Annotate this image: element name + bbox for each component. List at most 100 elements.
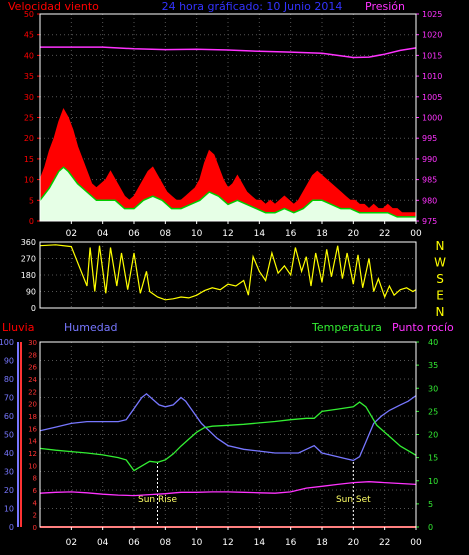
chart-title: 24 hora gráficado: 10 Junio 2014 — [162, 0, 343, 13]
wind-ytick-label: 0 — [29, 217, 34, 226]
humidity-xtick-label: 18 — [316, 538, 328, 548]
wind-average-line — [39, 166, 416, 218]
wind-axis-title: Velocidad viento — [8, 0, 99, 13]
humidity-ytick-label: 30 — [4, 468, 14, 477]
wind-xtick-label: 16 — [285, 229, 297, 239]
wind-xtick-label: 06 — [128, 229, 140, 239]
wind-average-fill — [40, 167, 416, 221]
humidity-ytick-label: 70 — [4, 394, 14, 403]
rain-axis-title: Lluvia — [2, 321, 34, 334]
wind-ytick-label: 10 — [24, 176, 34, 185]
direction-compass-label: W — [434, 256, 446, 270]
direction-ytick-label: 270 — [21, 255, 36, 264]
direction-ytick-label: 180 — [21, 271, 36, 280]
wind-ytick-label: 35 — [24, 72, 34, 81]
humidity-ytick-label: 100 — [0, 338, 14, 347]
wind-ytick-label: 20 — [24, 134, 34, 143]
temperature-axis-title: Temperatura — [311, 321, 382, 334]
wind-xtick-label: 02 — [66, 229, 77, 239]
humidity-xtick-label: 10 — [191, 538, 203, 548]
pressure-ytick-label: 1000 — [422, 114, 442, 123]
wind-ytick-label: 40 — [24, 51, 34, 60]
wind-xtick-label: 00 — [410, 229, 422, 239]
humidity-xtick-label: 20 — [348, 538, 360, 548]
rain-ytick-label: 14 — [28, 438, 37, 446]
pressure-axis-title: Presión — [365, 0, 405, 13]
pressure-ytick-label: 1010 — [422, 72, 442, 81]
wind-ytick-label: 50 — [24, 10, 34, 19]
temp-ytick-label: 10 — [428, 477, 438, 486]
pressure-ytick-label: 1020 — [422, 31, 442, 40]
direction-ytick-label: 0 — [31, 304, 36, 313]
wind-xtick-label: 08 — [160, 229, 172, 239]
direction-compass-label: N — [436, 239, 445, 253]
temp-ytick-label: 30 — [428, 384, 438, 393]
rain-ytick-label: 12 — [28, 450, 37, 458]
wind-xtick-label: 18 — [316, 229, 328, 239]
rain-ytick-label: 30 — [28, 339, 37, 347]
humidity-axis-title: Humedad — [64, 321, 117, 334]
rain-ytick-label: 28 — [28, 351, 37, 359]
rain-ytick-label: 4 — [33, 499, 38, 507]
wind-ytick-label: 15 — [24, 155, 34, 164]
wind-direction-line — [39, 244, 417, 301]
pressure-ytick-label: 975 — [422, 217, 437, 226]
pressure-line — [40, 46, 417, 59]
rain-ytick-label: 6 — [33, 487, 38, 495]
humidity-line — [39, 392, 417, 462]
pressure-ytick-label: 1015 — [422, 51, 442, 60]
humidity-xtick-label: 08 — [160, 538, 172, 548]
direction-ytick-label: 90 — [26, 288, 36, 297]
wind-xtick-label: 04 — [97, 229, 109, 239]
direction-compass-label: S — [436, 272, 444, 286]
humidity-ytick-label: 60 — [4, 412, 14, 421]
pressure-ytick-label: 985 — [422, 176, 437, 185]
wind-xtick-label: 10 — [191, 229, 203, 239]
rain-ytick-label: 2 — [33, 512, 37, 520]
humidity-ytick-label: 50 — [4, 431, 14, 440]
sun-marker-label: Sun Set — [336, 495, 371, 505]
temperature-line — [39, 401, 417, 472]
wind-gust-area — [39, 108, 417, 222]
temp-ytick-label: 25 — [428, 407, 438, 416]
wind-xtick-label: 12 — [222, 229, 233, 239]
rain-ytick-label: 20 — [28, 401, 37, 409]
temp-ytick-label: 15 — [428, 454, 438, 463]
wind-ytick-label: 25 — [24, 114, 34, 123]
temp-ytick-label: 20 — [428, 431, 438, 440]
pressure-ytick-label: 995 — [422, 134, 437, 143]
rain-ytick-label: 16 — [28, 425, 37, 433]
dewpoint-axis-title: Punto rocío — [392, 321, 454, 334]
wind-ytick-label: 5 — [29, 196, 34, 205]
humidity-xtick-label: 02 — [66, 538, 77, 548]
direction-compass-label: E — [436, 289, 444, 303]
rain-ytick-label: 8 — [33, 475, 37, 483]
wind-xtick-label: 20 — [348, 229, 360, 239]
wind-xtick-label: 14 — [254, 229, 266, 239]
temp-ytick-label: 40 — [428, 338, 438, 347]
direction-compass-label: N — [436, 305, 445, 319]
dewpoint-line — [39, 481, 417, 497]
pressure-ytick-label: 1025 — [422, 10, 442, 19]
rain-ytick-label: 24 — [28, 376, 37, 384]
humidity-xtick-label: 00 — [410, 538, 422, 548]
humidity-xtick-label: 12 — [222, 538, 233, 548]
humidity-ytick-label: 20 — [4, 486, 14, 495]
temp-ytick-label: 35 — [428, 361, 438, 370]
humidity-xtick-label: 22 — [379, 538, 390, 548]
wind-ytick-label: 45 — [24, 31, 34, 40]
humidity-xtick-label: 06 — [128, 538, 140, 548]
rain-ytick-label: 0 — [33, 524, 37, 532]
direction-panel-frame — [39, 241, 417, 309]
pressure-ytick-label: 1005 — [422, 93, 442, 102]
direction-ytick-label: 360 — [21, 238, 36, 247]
wind-ytick-label: 30 — [24, 93, 34, 102]
humidity-ytick-label: 0 — [9, 523, 14, 532]
temp-ytick-label: 0 — [428, 523, 433, 532]
temp-ytick-label: 5 — [428, 500, 433, 509]
sun-marker-label: Sun Rise — [138, 495, 177, 505]
humidity-ytick-label: 80 — [4, 375, 14, 384]
pressure-ytick-label: 980 — [422, 196, 437, 205]
rain-ytick-label: 22 — [28, 388, 37, 396]
